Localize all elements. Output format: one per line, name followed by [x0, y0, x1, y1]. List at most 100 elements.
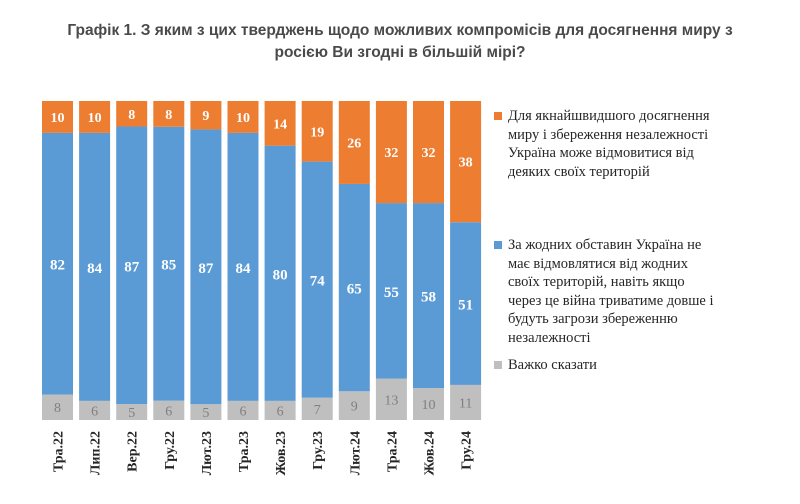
bar-segment-hard-to-say: [42, 394, 73, 420]
bar-segment-hard-to-say: [450, 384, 482, 420]
bar-segment-territorial-concessions: [301, 101, 333, 162]
data-label-hard-to-say: 6: [91, 404, 98, 419]
bar-segment-no-concessions: [301, 161, 333, 398]
category-label: Лип.22: [89, 431, 104, 475]
data-label-hard-to-say: 6: [277, 404, 284, 419]
data-label-territorial-concessions: 8: [128, 108, 135, 123]
data-label-no-concessions: 74: [310, 274, 326, 290]
data-label-hard-to-say: 7: [314, 403, 321, 418]
legend-label-line: будуть загрози збереженню: [508, 311, 678, 327]
bar-segment-territorial-concessions: [375, 101, 407, 204]
legend-swatch: [494, 112, 502, 120]
bar-segment-hard-to-say: [375, 378, 407, 420]
data-label-no-concessions: 85: [161, 258, 176, 274]
data-label-hard-to-say: 8: [54, 401, 61, 416]
category-label: Лют.23: [200, 431, 215, 475]
legend-label: Важко сказати: [508, 356, 754, 375]
category-label: Тра.22: [52, 431, 67, 472]
legend-label: За жодних обставин Україна не має відмовл…: [508, 236, 754, 347]
data-label-no-concessions: 84: [236, 261, 252, 277]
legend-item: Важко сказати: [494, 356, 754, 375]
bar-segment-hard-to-say: [338, 391, 370, 420]
data-label-no-concessions: 84: [87, 261, 103, 277]
bar-segment-territorial-concessions: [338, 101, 370, 184]
bar-segment-hard-to-say: [79, 400, 111, 420]
data-label-territorial-concessions: 19: [310, 125, 324, 140]
bar-segment-territorial-concessions: [79, 101, 111, 133]
category-label: Жов.24: [423, 431, 438, 476]
category-label: Жов.23: [274, 431, 289, 476]
legend-item: Для якнайшвидшого досягнення миру і збере…: [494, 107, 754, 181]
data-label-territorial-concessions: 14: [273, 117, 287, 132]
bar-segment-hard-to-say: [227, 400, 259, 420]
category-label: Лют.24: [348, 431, 363, 475]
chart-title: Графік 1. З яким з цих тверджень щодо мо…: [0, 20, 800, 64]
data-label-no-concessions: 51: [458, 298, 473, 314]
bar-segment-territorial-concessions: [42, 101, 73, 133]
data-label-no-concessions: 87: [124, 259, 140, 275]
data-label-no-concessions: 65: [347, 282, 362, 298]
legend-item: За жодних обставин Україна не має відмовл…: [494, 236, 754, 347]
data-label-hard-to-say: 5: [128, 406, 135, 421]
legend-label-line: Важко сказати: [508, 357, 597, 373]
data-label-hard-to-say: 13: [384, 393, 398, 408]
data-label-hard-to-say: 5: [202, 406, 209, 421]
data-label-hard-to-say: 6: [240, 404, 247, 419]
legend-label-line: Для якнайшвидшого досягнення: [508, 108, 710, 124]
data-label-territorial-concessions: 10: [88, 111, 102, 126]
bar-segment-no-concessions: [116, 126, 148, 405]
legend-swatch: [494, 241, 502, 249]
legend-label-line: незалежності: [508, 329, 591, 346]
legend-label-line: За жодних обставин Україна не: [508, 237, 702, 253]
bar-segment-no-concessions: [42, 132, 73, 395]
legend-label-line: має відмовлятися від жодних: [508, 255, 688, 272]
data-label-territorial-concessions: 32: [384, 146, 398, 161]
bar-segment-territorial-concessions: [227, 101, 259, 133]
bar-segment-territorial-concessions: [264, 101, 296, 146]
data-label-hard-to-say: 6: [165, 404, 172, 419]
bar-segment-no-concessions: [338, 183, 370, 392]
category-label: Гру.24: [460, 431, 475, 470]
data-label-hard-to-say: 10: [422, 398, 436, 413]
data-label-no-concessions: 55: [384, 285, 399, 301]
data-label-territorial-concessions: 10: [236, 111, 250, 126]
bar-segment-no-concessions: [190, 129, 222, 405]
bar-segment-no-concessions: [450, 222, 482, 385]
category-label: Тра.24: [385, 431, 400, 472]
data-label-territorial-concessions: 38: [459, 156, 473, 171]
bar-segment-no-concessions: [375, 203, 407, 379]
bar-segment-no-concessions: [413, 203, 444, 389]
bar-segment-hard-to-say: [301, 397, 333, 420]
legend-label-line: миру і збереження незалежності: [508, 126, 709, 143]
data-label-hard-to-say: 9: [351, 400, 358, 415]
data-label-territorial-concessions: 10: [51, 111, 65, 126]
data-label-hard-to-say: 11: [459, 396, 472, 411]
data-label-territorial-concessions: 32: [422, 146, 436, 161]
legend-label-line: деяких своїх територій: [508, 163, 650, 180]
bar-segment-no-concessions: [153, 126, 185, 401]
bar-segment-no-concessions: [264, 145, 296, 401]
legend-label-line: своїх територій, навіть якщо: [508, 274, 685, 290]
legend-label: Для якнайшвидшого досягнення миру і збере…: [508, 107, 754, 181]
data-label-no-concessions: 82: [50, 258, 65, 274]
bar-segment-hard-to-say: [153, 400, 185, 420]
category-label: Гру.23: [311, 431, 326, 470]
data-label-territorial-concessions: 9: [202, 109, 209, 124]
bar-segment-territorial-concessions: [190, 101, 222, 130]
bar-segment-hard-to-say: [264, 400, 296, 420]
bar-segment-hard-to-say: [116, 404, 148, 420]
bar-segment-no-concessions: [79, 132, 111, 401]
chart-title-line-1: Графік 1. З яким з цих тверджень щодо мо…: [67, 22, 733, 39]
bar-segment-hard-to-say: [190, 404, 222, 420]
bar-segment-territorial-concessions: [413, 101, 444, 204]
category-label: Гру.22: [163, 431, 178, 470]
bar-segment-territorial-concessions: [153, 101, 185, 127]
bar-segment-no-concessions: [227, 132, 259, 401]
data-label-no-concessions: 80: [273, 267, 288, 283]
chart-title-line-2: росією Ви згодні в більшій мірі?: [274, 44, 526, 61]
legend-label-line: Україна може відмовитися від: [508, 145, 694, 161]
bar-segment-territorial-concessions: [116, 101, 148, 127]
category-label: Тра.23: [237, 431, 252, 472]
legend-swatch: [494, 361, 502, 369]
